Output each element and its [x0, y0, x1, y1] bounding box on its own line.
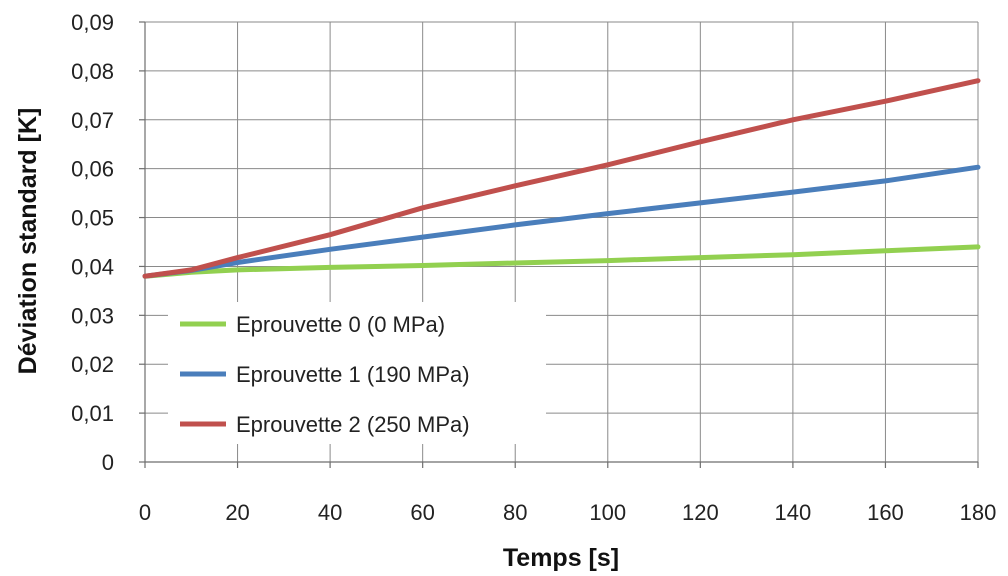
series-lines	[142, 78, 981, 279]
legend-entry-0: Eprouvette 0 (0 MPa)	[236, 312, 445, 337]
x-tick-labels: 0 20 40 60 80 100 120 140 160 180	[139, 500, 996, 525]
x-axis-title: Temps [s]	[503, 544, 619, 572]
y-tick-label: 0,04	[71, 254, 114, 279]
y-tick-label: 0,02	[71, 352, 114, 377]
x-tick-label: 80	[503, 500, 527, 525]
series-line-0	[142, 244, 981, 279]
series-line-1	[142, 164, 981, 279]
x-tick-label: 120	[682, 500, 719, 525]
x-tick-label: 20	[225, 500, 249, 525]
y-tick-labels: 0 0,01 0,02 0,03 0,04 0,05 0,06 0,07 0,08 0,09	[71, 10, 114, 475]
series-line-2	[142, 78, 981, 279]
x-tick-label: 160	[867, 500, 904, 525]
legend-entry-2: Eprouvette 2 (250 MPa)	[236, 412, 470, 437]
x-tick-label: 100	[589, 500, 626, 525]
y-tick-label: 0,03	[71, 303, 114, 328]
legend-entry-1: Eprouvette 1 (190 MPa)	[236, 362, 470, 387]
x-tick-label: 0	[139, 500, 151, 525]
y-tick-label: 0,01	[71, 401, 114, 426]
legend: Eprouvette 0 (0 MPa) Eprouvette 1 (190 MP…	[168, 302, 546, 444]
x-tick-label: 40	[318, 500, 342, 525]
x-tick-label: 180	[960, 500, 997, 525]
y-tick-label: 0,09	[71, 10, 114, 35]
y-axis-title: Déviation standard [K]	[14, 108, 42, 375]
x-tick-label: 140	[775, 500, 812, 525]
x-tick-label: 60	[410, 500, 434, 525]
y-tick-label: 0,05	[71, 206, 114, 231]
y-tick-label: 0,06	[71, 157, 114, 182]
y-tick-label: 0,07	[71, 108, 114, 133]
axes	[139, 21, 979, 468]
y-tick-label: 0	[102, 450, 114, 475]
legend-box	[168, 302, 546, 444]
y-tick-label: 0,08	[71, 59, 114, 84]
